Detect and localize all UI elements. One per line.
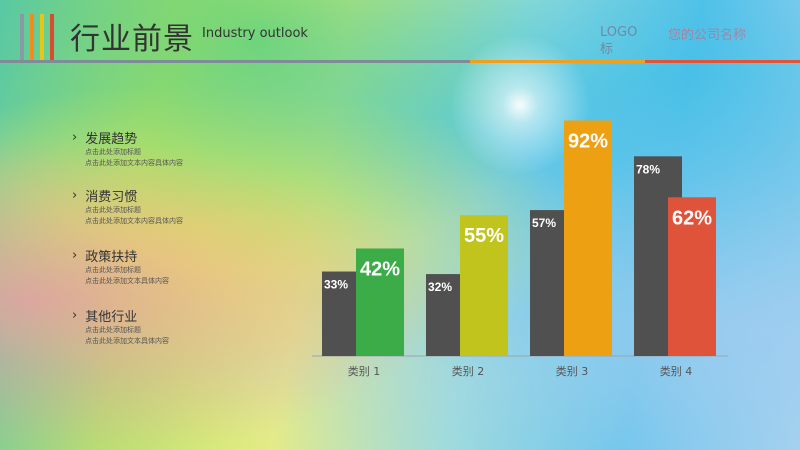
trend-item: › 消费习惯 点击此处添加标题 点击此处添加文本内容具体内容	[72, 186, 183, 227]
category-label: 类别 3	[556, 364, 589, 378]
trend-line: 点击此处添加文本内容具体内容	[85, 159, 183, 167]
header-stripe-orange	[30, 14, 34, 60]
bar	[460, 215, 508, 356]
chevron-right-icon: ›	[72, 130, 78, 145]
company-name: 您的公司名称	[668, 28, 747, 43]
page-title: 行业前景	[70, 22, 194, 57]
logo-placeholder: LOGO标	[600, 25, 638, 57]
data-label: 55%	[464, 225, 504, 247]
trend-title: 其他行业	[85, 310, 138, 325]
header-rule-accent-orange	[470, 60, 645, 63]
category-label: 类别 1	[348, 364, 381, 378]
trend-item: › 其他行业 点击此处添加标题 点击此处添加文本具体内容	[72, 306, 169, 347]
bar	[356, 248, 404, 356]
trend-title: 发展趋势	[85, 132, 138, 147]
chevron-right-icon: ›	[72, 188, 78, 203]
data-label: 62%	[672, 207, 712, 229]
chevron-right-icon: ›	[72, 308, 78, 323]
trend-title: 消费习惯	[85, 190, 138, 205]
data-label: 57%	[532, 216, 556, 230]
header-rule	[0, 60, 800, 63]
header-stripe-gray	[20, 14, 24, 60]
header-rule-accent-red	[645, 60, 800, 63]
bar	[564, 120, 612, 356]
trend-line: 点击此处添加标题	[85, 266, 141, 274]
trend-line: 点击此处添加文本具体内容	[85, 277, 169, 285]
trend-line: 点击此处添加标题	[85, 206, 141, 214]
trend-title: 政策扶持	[85, 250, 138, 265]
header-stripe-yellow	[40, 14, 44, 60]
data-label: 32%	[428, 280, 452, 294]
category-label: 类别 4	[660, 364, 693, 378]
trend-line: 点击此处添加标题	[85, 326, 141, 334]
data-label: 92%	[568, 130, 608, 152]
data-label: 42%	[360, 258, 400, 280]
chevron-right-icon: ›	[72, 248, 78, 263]
page-subtitle: Industry outlook	[202, 26, 308, 41]
header-stripe-red	[50, 14, 54, 60]
bar	[668, 197, 716, 356]
trend-item: › 政策扶持 点击此处添加标题 点击此处添加文本具体内容	[72, 246, 169, 287]
category-label: 类别 2	[452, 364, 485, 378]
trend-line: 点击此处添加文本具体内容	[85, 337, 169, 345]
trend-item: › 发展趋势 点击此处添加标题 点击此处添加文本内容具体内容	[72, 128, 183, 169]
data-label: 78%	[636, 162, 660, 176]
data-label: 33%	[324, 278, 348, 292]
trend-line: 点击此处添加文本内容具体内容	[85, 217, 183, 225]
trend-line: 点击此处添加标题	[85, 148, 141, 156]
